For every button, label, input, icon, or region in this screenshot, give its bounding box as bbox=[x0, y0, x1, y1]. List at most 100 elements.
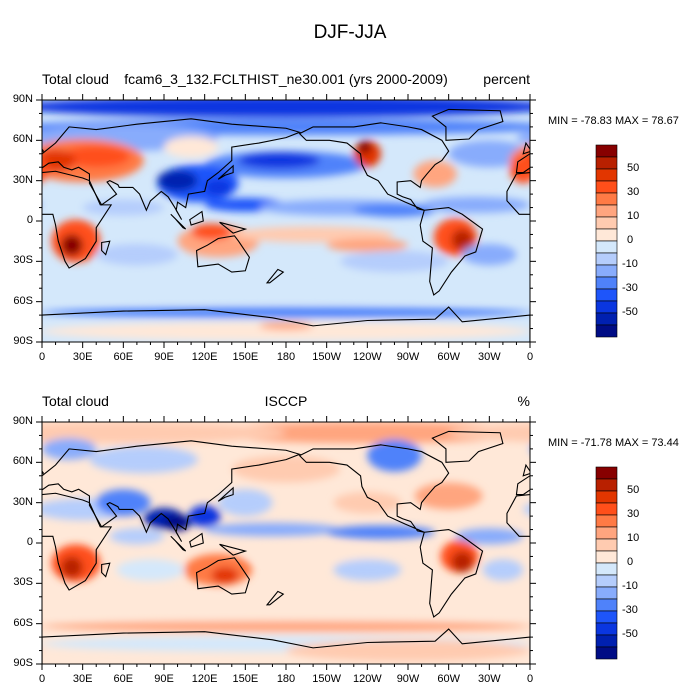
coastline bbox=[678, 212, 692, 225]
coastline bbox=[189, 210, 204, 226]
contour-region bbox=[326, 238, 409, 252]
contour-map-0 bbox=[0, 100, 700, 342]
contour-region bbox=[42, 307, 530, 318]
contour-region bbox=[96, 489, 151, 517]
coastline bbox=[419, 206, 484, 296]
lat-tick-label: 90S bbox=[13, 335, 33, 347]
colorbar-label: -50 bbox=[622, 306, 638, 318]
coastline bbox=[431, 430, 504, 463]
lon-tick-label: 30E bbox=[72, 351, 93, 363]
lon-tick-label: 0 bbox=[38, 673, 46, 685]
lon-tick-label: 150W bbox=[312, 351, 342, 363]
contour-region bbox=[455, 528, 524, 545]
coastline bbox=[101, 562, 111, 578]
colorbar-label: -10 bbox=[622, 258, 638, 270]
colorbar-label: -10 bbox=[622, 580, 638, 592]
contour-region bbox=[42, 321, 530, 341]
colorbar-box bbox=[595, 276, 618, 290]
colorbar-box bbox=[595, 168, 618, 182]
colorbar-label: -30 bbox=[622, 604, 638, 616]
contour-region bbox=[549, 234, 571, 256]
coastline bbox=[265, 268, 285, 284]
contour-region bbox=[652, 136, 700, 158]
lat-tick-label: 90N bbox=[12, 93, 33, 105]
contour-region bbox=[539, 544, 588, 582]
contour-region bbox=[211, 567, 239, 584]
contour-region bbox=[340, 250, 449, 273]
contour-region bbox=[549, 556, 571, 578]
coastline bbox=[42, 170, 113, 269]
lon-tick-label: 120W bbox=[352, 351, 382, 363]
lat-tick-label: 0 bbox=[26, 536, 33, 548]
colorbar-label: 30 bbox=[627, 508, 640, 520]
lon-tick-label: 60W bbox=[437, 351, 460, 363]
colorbar-box bbox=[595, 228, 618, 242]
contour-region bbox=[577, 446, 685, 473]
contour-region bbox=[204, 522, 341, 537]
lon-tick-label: 150W bbox=[312, 673, 342, 685]
contour-region bbox=[672, 554, 700, 586]
contour-region bbox=[82, 199, 164, 216]
contour-region bbox=[238, 152, 320, 169]
contour-region bbox=[414, 482, 483, 510]
colorbar-label: 0 bbox=[627, 234, 634, 246]
colorbar-box bbox=[595, 514, 618, 528]
lat-tick-label: 60S bbox=[13, 616, 33, 629]
colorbar-box bbox=[595, 622, 618, 636]
contour-region bbox=[693, 422, 700, 444]
coastline bbox=[659, 214, 674, 229]
colorbar-box bbox=[595, 466, 618, 480]
contour-region bbox=[693, 179, 700, 195]
min-max-label: MIN = -71.78 MAX = 73.44 bbox=[548, 437, 679, 449]
contour-region bbox=[502, 123, 530, 131]
contour-region bbox=[204, 179, 232, 196]
coastline bbox=[42, 118, 302, 220]
colorbar-box bbox=[595, 526, 618, 540]
coastline bbox=[195, 235, 251, 273]
contour-region bbox=[693, 198, 700, 211]
contour-region bbox=[42, 100, 530, 118]
colorbar-box bbox=[595, 180, 618, 194]
lon-tick-label: 120W bbox=[352, 673, 382, 685]
panel-center-title: fcam6_3_132.FCLTHIST_ne30.001 (yrs 2000-… bbox=[124, 71, 448, 87]
coastline bbox=[522, 141, 530, 155]
contour-region bbox=[164, 136, 219, 158]
lon-tick-label: 120E bbox=[191, 351, 218, 363]
panel-right-title: percent bbox=[483, 71, 530, 87]
colorbar-label: 50 bbox=[627, 162, 640, 174]
colorbar-label: 50 bbox=[627, 484, 640, 496]
panel-center-title: ISCCP bbox=[264, 393, 308, 409]
colorbar-box bbox=[595, 490, 618, 504]
contour-region bbox=[42, 599, 530, 621]
lon-tick-label: 150E bbox=[232, 673, 259, 685]
contour-region bbox=[164, 514, 192, 531]
colorbar-label: 30 bbox=[627, 186, 640, 198]
lon-tick-label: 60W bbox=[437, 673, 460, 685]
colorbar-label: -50 bbox=[622, 628, 638, 640]
contour-region bbox=[666, 225, 700, 257]
coastline bbox=[431, 108, 504, 141]
lat-tick-label: 60N bbox=[12, 455, 33, 468]
lat-tick-label: 60S bbox=[13, 294, 33, 307]
coastline bbox=[265, 590, 285, 606]
contour-region bbox=[367, 439, 422, 472]
coastline bbox=[195, 557, 251, 595]
min-max-label: MIN = -78.83 MAX = 78.67 bbox=[548, 115, 679, 127]
colorbar-box bbox=[595, 574, 618, 588]
contour-region bbox=[357, 140, 372, 154]
contour-region bbox=[0, 307, 42, 318]
coastline bbox=[101, 240, 111, 256]
lon-tick-label: 0 bbox=[526, 351, 534, 363]
panel-left-title: Total cloud bbox=[42, 393, 109, 409]
lat-tick-label: 0 bbox=[26, 214, 33, 226]
contour-region bbox=[60, 234, 83, 256]
colorbar-box bbox=[595, 502, 618, 516]
colorbar-box bbox=[595, 156, 618, 170]
contour-region bbox=[693, 151, 700, 178]
coastline bbox=[189, 532, 204, 548]
lat-tick-label: 30N bbox=[12, 173, 33, 186]
lat-tick-label: 90N bbox=[12, 415, 33, 427]
colorbar-box bbox=[595, 312, 618, 326]
contour-region bbox=[116, 559, 185, 581]
coastline bbox=[219, 543, 248, 556]
